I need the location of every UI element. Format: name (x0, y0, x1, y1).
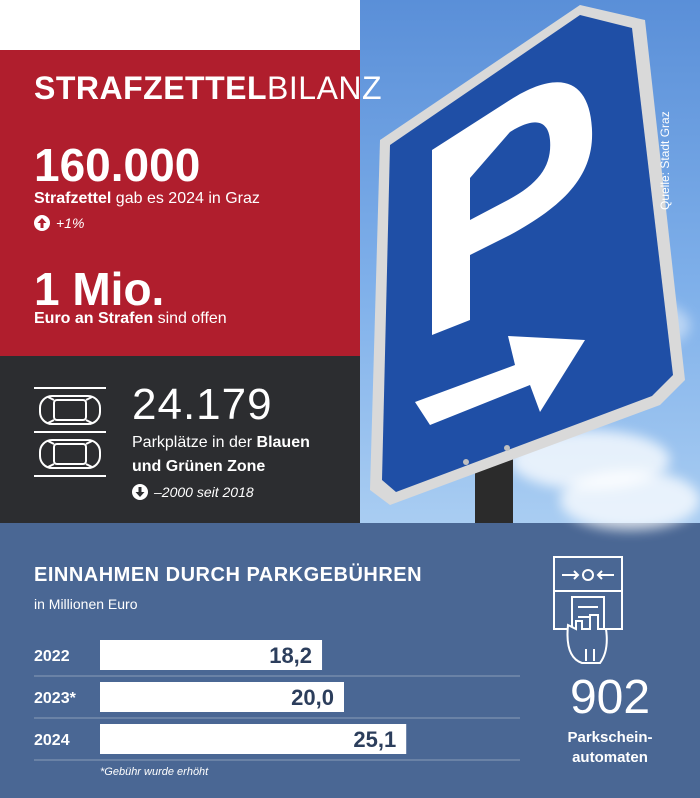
bar-2024 (100, 724, 407, 754)
chart-subtitle: in Millionen Euro (34, 596, 138, 612)
fines-label-rest: sind offen (153, 310, 227, 327)
bar-category-label: 2024 (34, 732, 70, 749)
bar-category-label: 2022 (34, 648, 70, 665)
bar-value-label: 20,0 (291, 685, 334, 710)
chart-title: EINNAHMEN DURCH PARKGEBÜHREN (34, 564, 423, 586)
bar-value-label: 25,1 (353, 727, 396, 752)
headline-light: BILANZ (267, 70, 383, 106)
chart-footnote: *Gebühr wurde erhöht (100, 766, 209, 778)
parking-meter-icon (553, 556, 623, 664)
headline-bold: STRAFZETTEL (34, 70, 268, 106)
parking-number: 24.179 (132, 380, 273, 429)
bar-2022 (100, 640, 323, 670)
automats-label-line2: automaten (572, 749, 648, 766)
tickets-trend-value: +1% (56, 215, 85, 231)
parking-sign-image (370, 5, 685, 523)
bar-category-label: 2023* (34, 690, 77, 707)
automats-label-line1: Parkschein- (567, 729, 653, 746)
parking-label-line2: und Grünen Zone (132, 458, 265, 476)
parking-label-bold1: Blauen (256, 434, 310, 451)
parking-trend: –2000 seit 2018 (132, 484, 254, 500)
tickets-trend: +1% (34, 215, 84, 231)
automats-number: 902 (569, 671, 651, 724)
tickets-label-bold: Strafzettel (34, 190, 112, 207)
fines-label: Euro an Strafen sind offen (34, 310, 227, 328)
parking-label-bold2: und Grünen Zone (132, 458, 266, 475)
automats-label: Parkschein- automaten (530, 728, 690, 768)
fines-number: 1 Mio. (34, 263, 165, 315)
fines-label-bold: Euro an Strafen (34, 310, 154, 327)
arrow-up-circle-icon (34, 215, 50, 231)
tickets-number: 160.000 (34, 139, 201, 191)
parking-label-line1: Parkplätze in der Blauen (132, 434, 310, 452)
tickets-label-rest: gab es 2024 in Graz (111, 190, 260, 207)
bar-2023-star (100, 682, 344, 712)
parking-label-normal: Parkplätze in der (132, 434, 257, 451)
parking-trend-value: –2000 seit 2018 (154, 484, 254, 500)
arrow-down-circle-icon (132, 484, 148, 500)
tickets-label: Strafzettel gab es 2024 in Graz (34, 190, 260, 208)
headline: STRAFZETTELBILANZ (34, 70, 382, 107)
bar-value-label: 18,2 (269, 643, 312, 668)
parked-cars-icon (34, 387, 106, 477)
